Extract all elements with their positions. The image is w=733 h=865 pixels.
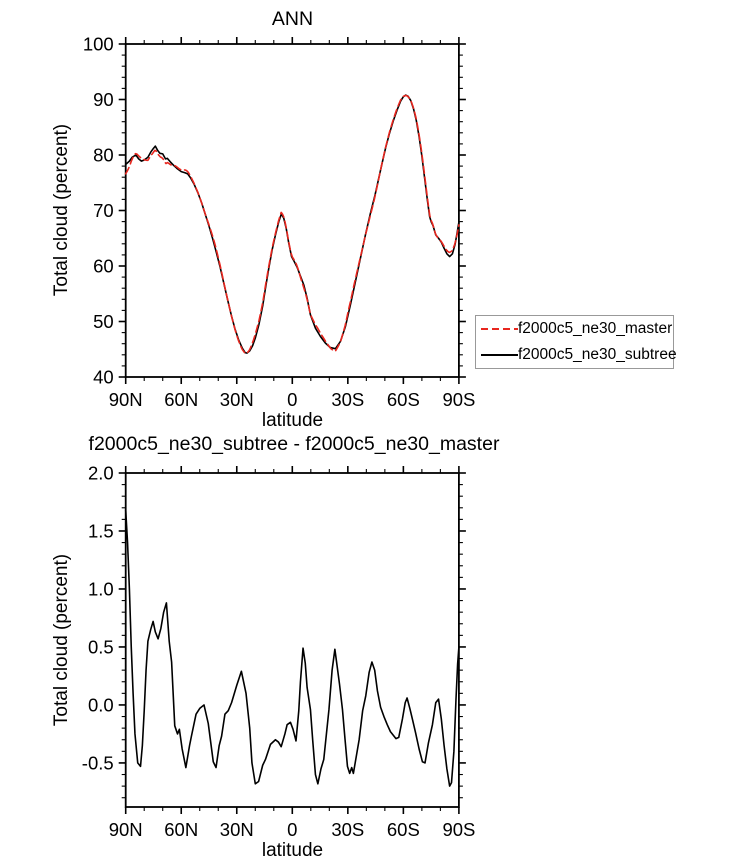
svg-text:-0.5: -0.5 [82, 752, 114, 773]
top-x-axis-label: latitude [261, 410, 324, 431]
svg-text:30S: 30S [331, 819, 364, 840]
svg-text:30N: 30N [220, 819, 254, 840]
svg-text:2.0: 2.0 [88, 463, 114, 484]
legend-entry-master: f2000c5_ne30_master [476, 316, 673, 342]
svg-text:90S: 90S [442, 389, 475, 410]
svg-text:30S: 30S [331, 389, 364, 410]
svg-text:90N: 90N [109, 389, 143, 410]
svg-text:90S: 90S [442, 819, 475, 840]
svg-text:60: 60 [93, 256, 114, 277]
legend-subtree-line-sample [481, 354, 518, 356]
svg-text:90N: 90N [109, 819, 143, 840]
svg-text:0.5: 0.5 [88, 636, 114, 657]
svg-text:0: 0 [287, 819, 297, 840]
svg-text:100: 100 [83, 34, 114, 55]
svg-text:0: 0 [287, 389, 297, 410]
svg-text:90: 90 [93, 89, 114, 110]
svg-text:60S: 60S [387, 819, 420, 840]
svg-text:0.0: 0.0 [88, 694, 114, 715]
legend: f2000c5_ne30_master f2000c5_ne30_subtree [475, 315, 677, 369]
svg-text:60N: 60N [164, 819, 198, 840]
bottom-chart-title: f2000c5_ne30_subtree - f2000c5_ne30_mast… [88, 433, 500, 455]
top-chart-title: ANN [271, 8, 314, 30]
bottom-x-axis-label: latitude [261, 840, 324, 861]
svg-text:60S: 60S [387, 389, 420, 410]
legend-master-line-sample [481, 328, 518, 330]
legend-entry-subtree: f2000c5_ne30_subtree [476, 342, 677, 368]
legend-label-master: f2000c5_ne30_master [518, 320, 673, 337]
svg-text:30N: 30N [220, 389, 254, 410]
svg-text:80: 80 [93, 145, 114, 166]
svg-text:40: 40 [93, 367, 114, 388]
legend-label-subtree: f2000c5_ne30_subtree [518, 346, 677, 363]
svg-text:70: 70 [93, 200, 114, 221]
svg-text:60N: 60N [164, 389, 198, 410]
svg-text:1.5: 1.5 [88, 520, 114, 541]
svg-text:50: 50 [93, 311, 114, 332]
svg-text:1.0: 1.0 [88, 578, 114, 599]
